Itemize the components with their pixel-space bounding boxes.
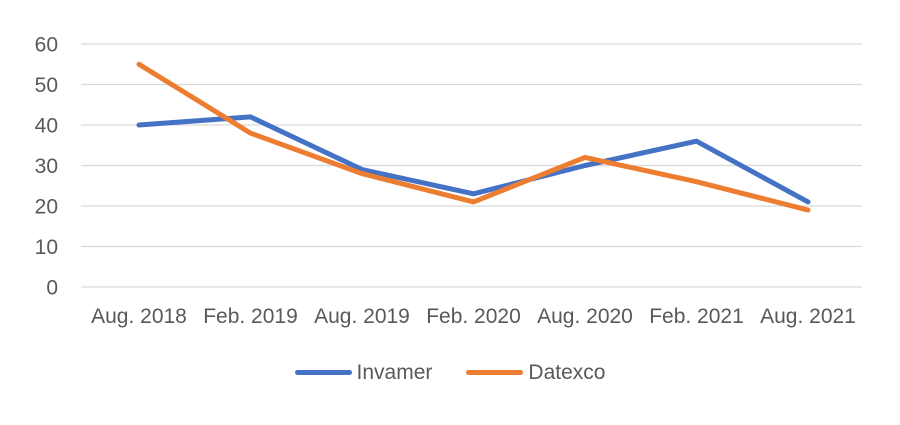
plot-area: 0 10 20 30 40 50 60 Aug. 2018 Feb. 2019 Aug. 2019… (35, 34, 862, 328)
x-axis-tick-label: Feb. 2020 (426, 305, 521, 328)
y-axis-tick-label: 40 (35, 115, 58, 138)
x-axis-tick-label: Aug. 2018 (91, 305, 187, 328)
legend-label-invamer: Invamer (356, 360, 433, 384)
series-line-invamer (136, 114, 811, 205)
x-axis-tick-label: Aug. 2021 (760, 305, 856, 328)
y-axis-tick-label: 50 (35, 74, 58, 97)
x-axis-tick-label: Feb. 2019 (203, 305, 298, 328)
series-line-datexco (136, 61, 811, 213)
legend: Invamer Datexco (0, 359, 900, 385)
invamer-line-swatch (294, 369, 352, 375)
y-axis-tick-label: 0 (46, 277, 58, 300)
y-axis-tick-label: 20 (35, 196, 58, 219)
x-axis-tick-label: Feb. 2021 (649, 305, 744, 328)
legend-item-invamer[interactable]: Invamer (294, 360, 433, 384)
y-axis-tick-label: 60 (35, 34, 58, 57)
x-axis-tick-label: Aug. 2020 (537, 305, 633, 328)
x-axis-tick-label: Aug. 2019 (314, 305, 410, 328)
y-axis-tick-label: 10 (35, 236, 58, 259)
legend-label-datexco: Datexco (528, 360, 606, 384)
y-axis-tick-label: 30 (35, 155, 58, 178)
legend-item-datexco[interactable]: Datexco (466, 362, 605, 383)
datexco-line-swatch (466, 369, 524, 375)
